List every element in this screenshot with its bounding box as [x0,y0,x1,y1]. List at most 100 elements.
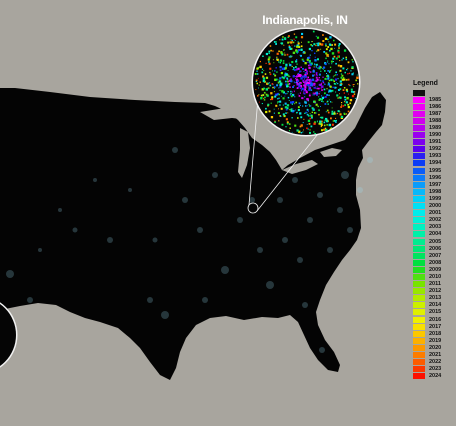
growth-pixel [269,45,272,47]
growth-pixel [289,76,291,77]
growth-pixel [296,44,299,47]
growth-pixel [324,70,326,72]
growth-pixel [303,84,305,87]
growth-pixel [335,121,337,123]
growth-pixel [268,61,270,63]
growth-pixel [296,59,298,61]
growth-pixel [289,55,292,58]
growth-pixel [304,112,306,114]
growth-pixel [255,89,257,91]
growth-pixel [328,94,330,96]
growth-pixel [311,116,313,119]
growth-pixel [320,122,323,125]
growth-pixel [327,100,329,103]
growth-pixel [304,75,307,78]
growth-pixel [269,84,272,87]
growth-pixel [341,83,343,85]
growth-pixel [279,77,282,80]
growth-pixel [292,93,295,97]
growth-pixel [261,88,264,91]
legend-label: 2002 [429,217,442,224]
growth-pixel [337,78,339,80]
growth-pixel [300,124,303,127]
growth-pixel [263,70,265,71]
growth-pixel [341,102,343,104]
growth-pixel [303,118,305,120]
growth-pixel [255,79,258,82]
growth-pixel [284,67,286,69]
legend-item: 2006 [411,245,456,252]
growth-pixel [274,120,276,122]
growth-pixel [288,46,291,49]
growth-pixel [281,53,284,56]
growth-pixel [290,41,293,44]
growth-pixel [310,62,313,65]
growth-pixel [270,97,274,101]
growth-pixel [326,124,328,126]
growth-pixel [283,67,286,70]
legend-swatch [413,132,425,139]
growth-pixel [348,104,350,106]
growth-pixel [339,60,341,62]
growth-pixel [315,76,318,79]
growth-pixel [321,85,324,88]
growth-pixel [340,106,343,108]
growth-pixel [325,43,327,45]
legend-label: 1994 [429,160,442,167]
growth-pixel [294,40,296,41]
growth-pixel [289,41,291,43]
growth-pixel [297,67,300,70]
growth-pixel [307,110,309,112]
growth-pixel [277,98,279,100]
growth-pixel [310,44,312,46]
growth-pixel [276,94,278,96]
growth-pixel [330,47,333,51]
growth-pixel [322,68,324,70]
growth-pixel [288,45,290,47]
growth-pixel [293,85,295,87]
growth-pixel [328,71,331,73]
growth-pixel [330,117,332,120]
growth-pixel [294,124,297,127]
growth-pixel [335,113,337,115]
growth-pixel [325,128,328,132]
growth-pixel [320,106,321,107]
growth-pixel [355,79,358,82]
growth-pixel [305,90,308,92]
growth-pixel [276,92,279,96]
growth-pixel [284,106,287,109]
growth-pixel [295,78,298,81]
growth-pixel [281,38,284,41]
growth-pixel [261,68,264,70]
growth-pixel [303,90,305,92]
growth-pixel [299,104,301,106]
growth-pixel [324,77,327,80]
legend-item: 1987 [411,110,456,117]
legend-item: 2014 [411,302,456,309]
growth-pixel [318,122,321,125]
growth-pixel [293,81,295,83]
legend-swatch [413,337,425,344]
growth-pixel [304,82,307,84]
growth-pixel [327,60,329,62]
legend-label: 2021 [429,352,442,359]
growth-pixel [313,131,315,133]
growth-pixel [262,94,265,96]
legend-item: 2008 [411,259,456,266]
legend-label: 2023 [429,366,442,373]
growth-pixel [289,47,292,50]
growth-pixel [309,113,311,114]
growth-pixel [302,79,305,82]
growth-pixel [278,120,280,122]
growth-pixel [282,60,285,62]
growth-pixel [287,96,290,99]
legend-label: 2001 [429,210,442,217]
growth-pixel [332,61,334,63]
growth-pixel [333,83,336,85]
growth-pixel [266,94,269,97]
growth-pixel [284,54,286,56]
growth-pixel [298,131,300,133]
growth-pixel [306,79,309,82]
growth-pixel [303,92,306,95]
growth-pixel [333,55,336,58]
